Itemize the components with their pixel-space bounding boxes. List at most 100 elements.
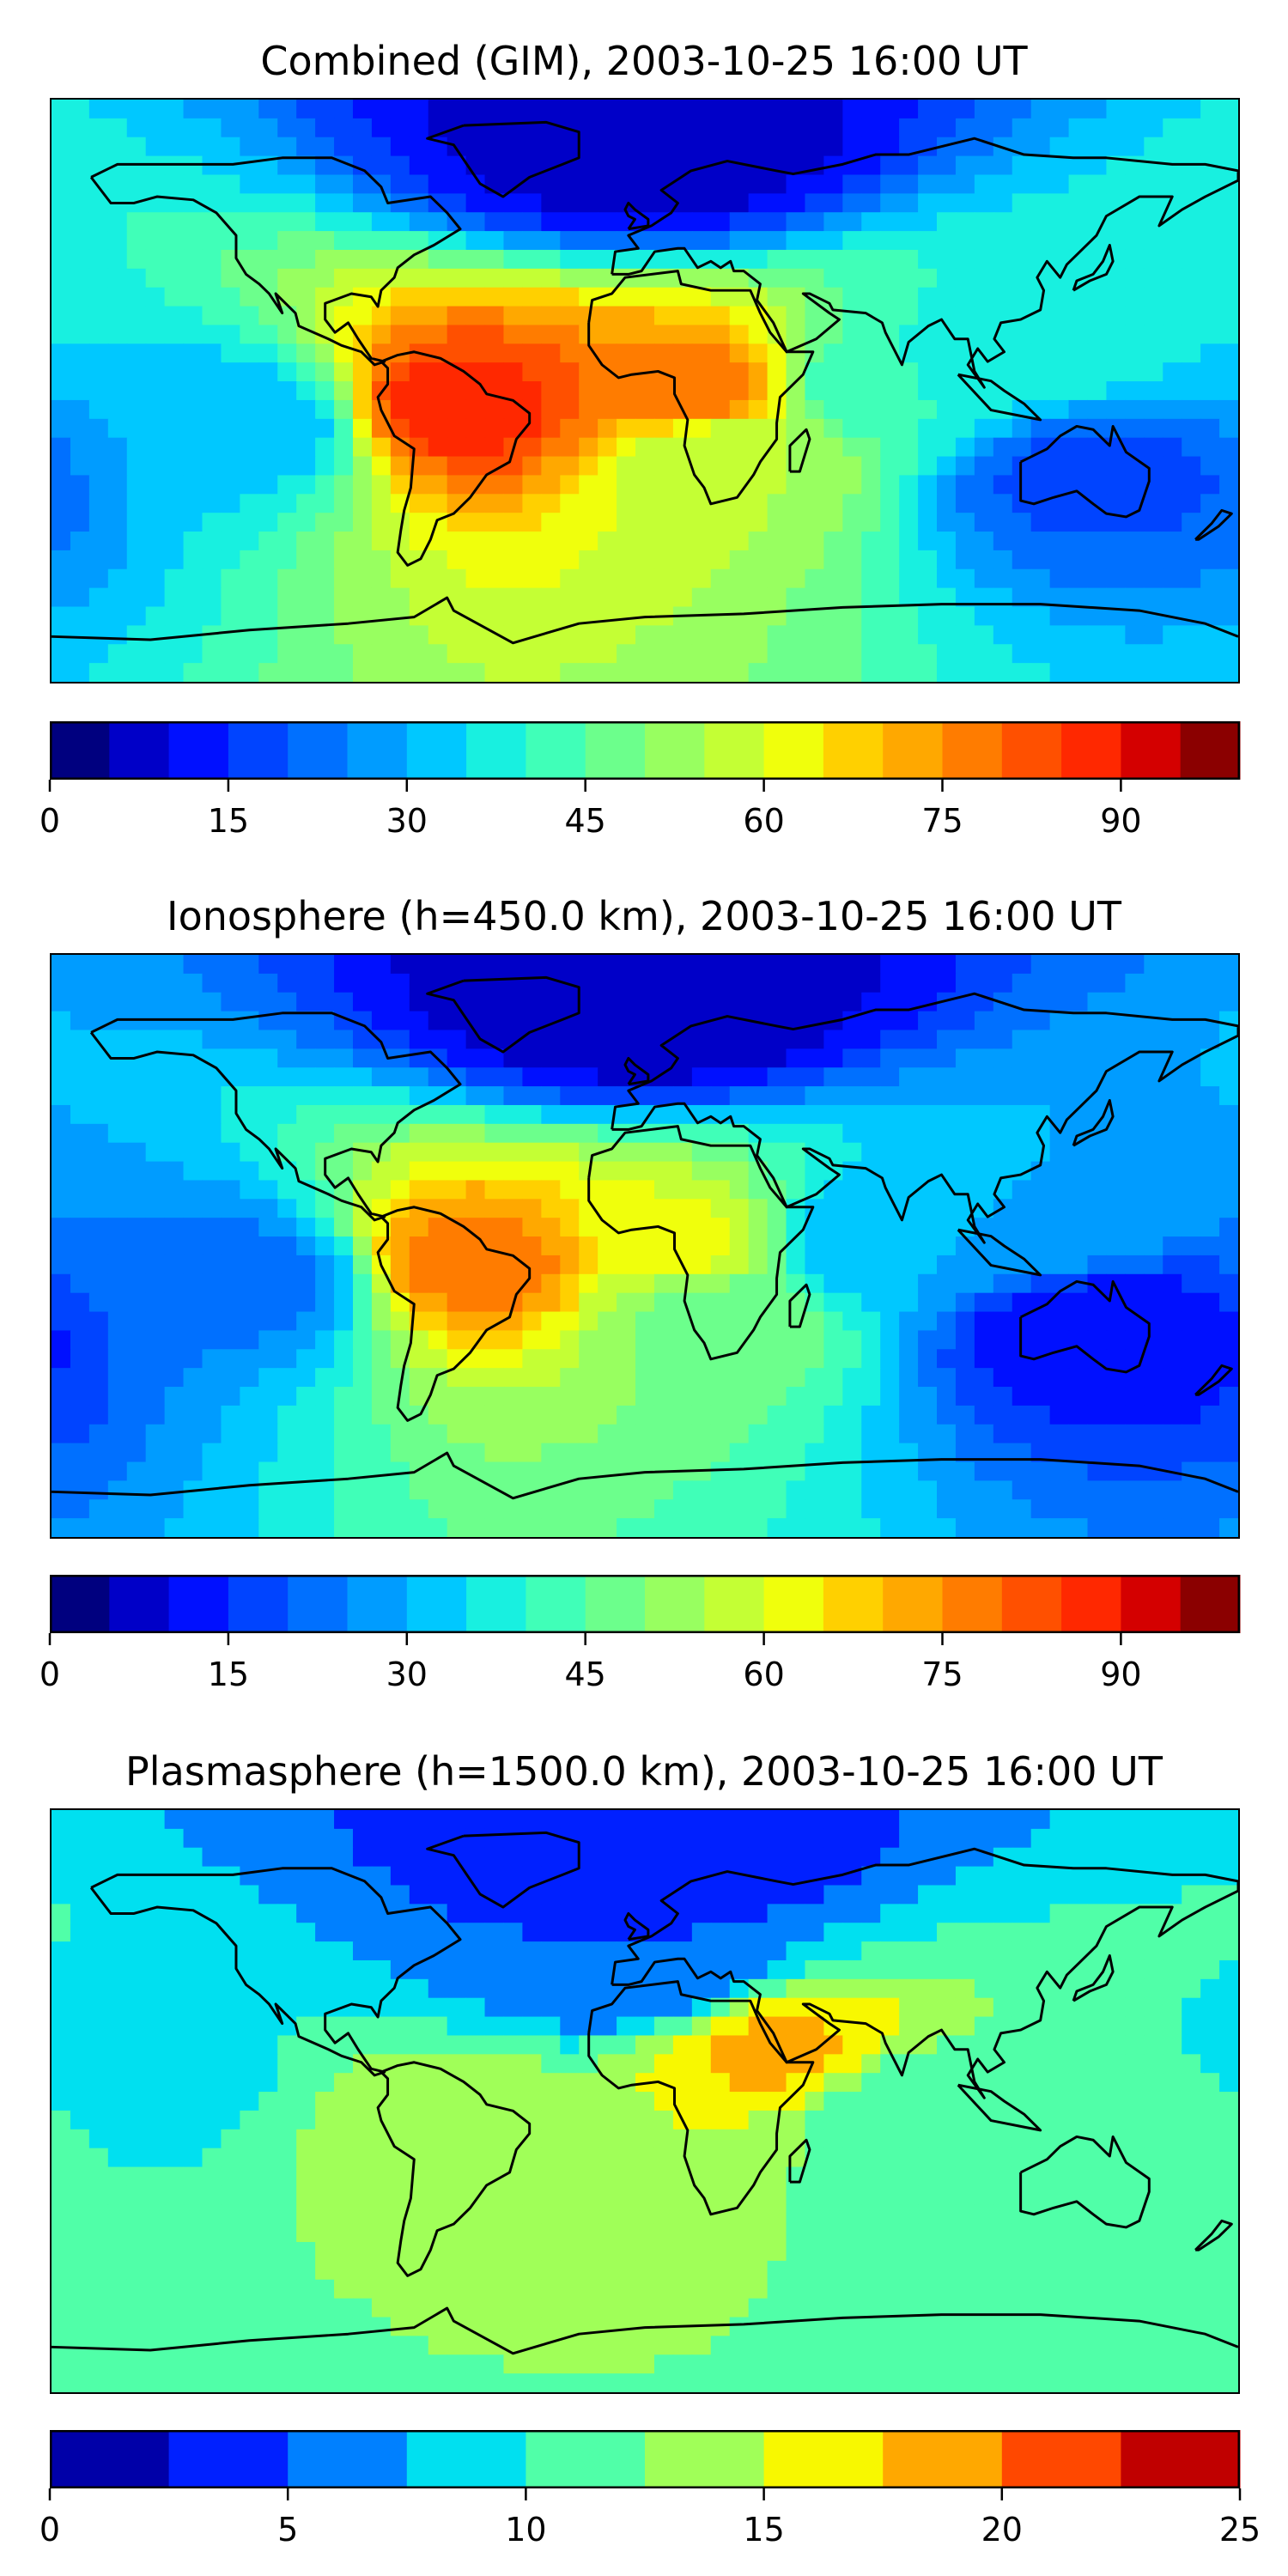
contour-cell <box>277 587 297 608</box>
contour-cell <box>240 231 259 251</box>
contour-cell <box>70 1480 90 1500</box>
contour-cell <box>221 137 240 157</box>
contour-cell <box>522 1311 542 1332</box>
contour-cell <box>202 1941 222 1961</box>
contour-cell <box>823 100 843 119</box>
contour-cell <box>352 1499 373 1519</box>
contour-cell <box>52 1142 71 1163</box>
contour-cell <box>164 249 185 270</box>
contour-cell <box>522 1086 542 1106</box>
contour-cell <box>653 1030 674 1049</box>
contour-cell <box>484 100 505 119</box>
contour-cell <box>899 381 919 401</box>
contour-cell <box>202 955 222 975</box>
contour-cell <box>315 343 335 363</box>
contour-cell <box>371 437 392 458</box>
contour-cell <box>70 1104 90 1125</box>
contour-cell <box>1125 381 1145 401</box>
contour-cell <box>277 1461 297 1481</box>
contour-cell <box>202 118 222 138</box>
contour-cell <box>352 1941 373 1961</box>
contour-cell <box>447 325 467 344</box>
contour-cell <box>560 1424 580 1444</box>
contour-cell <box>560 362 580 382</box>
contour-cell <box>409 1330 429 1350</box>
contour-cell <box>1219 137 1238 157</box>
contour-cell <box>918 1405 938 1425</box>
contour-cell <box>1049 137 1070 157</box>
contour-cell <box>805 268 824 289</box>
contour-cell <box>993 1330 1013 1350</box>
contour-cell <box>823 550 843 570</box>
contour-cell <box>183 587 204 608</box>
contour-cell <box>334 1978 354 1999</box>
contour-cell <box>70 1885 90 1905</box>
contour-cell <box>823 973 843 993</box>
contour-cell <box>918 155 938 176</box>
contour-cell <box>126 1405 147 1425</box>
contour-cell <box>1125 1480 1145 1500</box>
contour-cell <box>937 306 957 326</box>
contour-cell <box>296 513 316 532</box>
contour-cell <box>221 644 240 664</box>
contour-cell <box>1125 1086 1145 1106</box>
contour-cell <box>1219 1518 1238 1537</box>
contour-cell <box>598 1218 617 1237</box>
contour-cell <box>786 1941 806 1961</box>
contour-cell <box>1200 1161 1220 1182</box>
contour-cell <box>221 1048 240 1068</box>
contour-cell <box>221 1011 240 1031</box>
contour-cell <box>52 1067 71 1087</box>
contour-cell <box>993 606 1013 626</box>
contour-cell <box>805 1959 824 1980</box>
contour-cell <box>748 1218 769 1237</box>
contour-cell <box>277 955 297 975</box>
contour-cell <box>598 2073 617 2093</box>
contour-cell <box>183 287 204 307</box>
contour-cell <box>937 1142 957 1163</box>
contour-cell <box>805 1923 824 1942</box>
contour-cell <box>465 1810 486 1830</box>
contour-cell <box>221 418 240 439</box>
contour-cell <box>484 137 505 157</box>
contour-cell <box>390 1866 410 1886</box>
contour-cell <box>52 287 71 307</box>
contour-cell <box>1182 1030 1201 1049</box>
contour-cell <box>993 249 1013 270</box>
contour-cell <box>617 1030 636 1049</box>
contour-cell <box>880 973 900 993</box>
contour-cell <box>277 1368 297 1388</box>
contour-cell <box>899 992 919 1012</box>
contour-cell <box>974 100 994 119</box>
contour-cell <box>409 1236 429 1256</box>
contour-cell <box>729 663 750 682</box>
contour-cell <box>579 1904 598 1923</box>
contour-cell <box>240 1424 259 1444</box>
contour-cell <box>126 1959 147 1980</box>
contour-cell <box>748 1199 769 1218</box>
contour-cell <box>1087 1866 1108 1886</box>
contour-cell <box>145 1104 166 1125</box>
contour-cell <box>823 1499 843 1519</box>
contour-cell <box>653 1997 674 2018</box>
contour-cell <box>598 1255 617 1275</box>
contour-cell <box>258 1518 278 1537</box>
contour-cell <box>70 1443 90 1463</box>
contour-cell <box>974 1941 994 1961</box>
contour-cell <box>1012 1236 1032 1256</box>
contour-cell <box>1219 1142 1238 1163</box>
contour-cell <box>579 1518 598 1537</box>
contour-cell <box>598 550 617 570</box>
contour-cell <box>560 2016 580 2037</box>
contour-cell <box>955 532 975 551</box>
contour-cell <box>145 1161 166 1182</box>
contour-cell <box>145 1236 166 1256</box>
contour-cell <box>334 973 354 993</box>
contour-cell <box>842 1518 862 1537</box>
colorbar-frame <box>50 1575 1240 1633</box>
contour-cell <box>748 1941 769 1961</box>
contour-cell <box>1182 513 1201 532</box>
contour-cell <box>522 1904 542 1923</box>
contour-cell <box>1144 1443 1163 1463</box>
contour-cell <box>240 1273 259 1294</box>
